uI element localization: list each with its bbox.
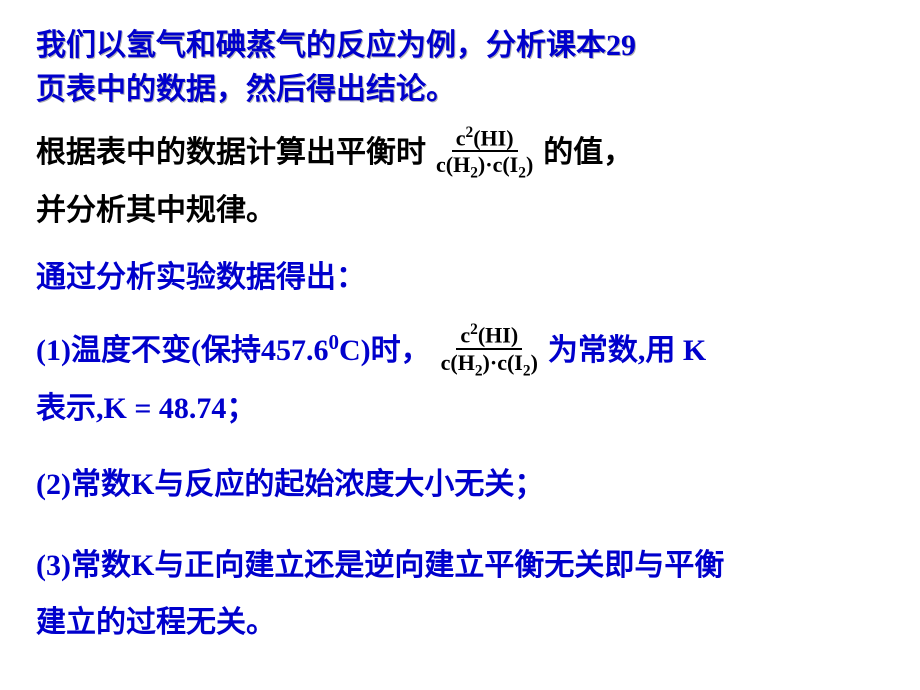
title-line-1: 我们以氢气和碘蒸气的反应为例，分析课本29 <box>36 24 884 68</box>
item-1-line-1: (1)温度不变(保持457.60C)时， c2(HI) c(H2)·c(I2) … <box>36 322 884 379</box>
equilibrium-fraction: c2(HI) c(H2)·c(I2) <box>432 125 537 182</box>
fraction-numerator-2: c2(HI) <box>456 322 522 349</box>
fraction-denominator-2: c(H2)·c(I2) <box>437 350 542 380</box>
intro-after-frac: 的值， <box>543 130 633 177</box>
analysis-lead: 通过分析实验数据得出： <box>36 254 884 302</box>
intro-line-1: 根据表中的数据计算出平衡时 c2(HI) c(H2)·c(I2) 的值， <box>36 125 884 182</box>
item-1-line-2: 表示,K = 48.74； <box>36 385 884 433</box>
equilibrium-fraction-2: c2(HI) c(H2)·c(I2) <box>437 322 542 379</box>
title-line-2: 页表中的数据，然后得出结论。 <box>36 68 884 112</box>
fraction-numerator: c2(HI) <box>452 125 518 152</box>
intro-before-frac: 根据表中的数据计算出平衡时 <box>36 130 426 177</box>
item-2: (2)常数K与反应的起始浓度大小无关； <box>36 461 884 509</box>
item-1-after-frac: 为常数,用 K <box>548 327 706 375</box>
slide-title: 我们以氢气和碘蒸气的反应为例，分析课本29 页表中的数据，然后得出结论。 <box>36 24 884 111</box>
item-3: (3)常数K与正向建立还是逆向建立平衡无关即与平衡 建立的过程无关。 <box>36 537 884 651</box>
fraction-denominator: c(H2)·c(I2) <box>432 152 537 182</box>
item-1-before-frac: (1)温度不变(保持457.60C)时， <box>36 326 431 375</box>
item-3-line-1: (3)常数K与正向建立还是逆向建立平衡无关即与平衡 <box>36 537 884 594</box>
intro-line-2: 并分析其中规律。 <box>36 188 884 235</box>
item-3-line-2: 建立的过程无关。 <box>36 594 884 651</box>
